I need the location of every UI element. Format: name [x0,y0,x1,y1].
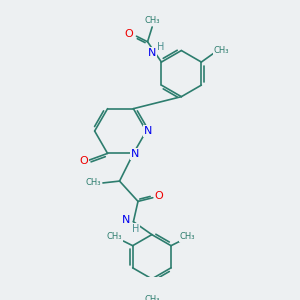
Text: CH₃: CH₃ [180,232,195,241]
Text: CH₃: CH₃ [144,295,160,300]
Text: H: H [131,224,139,234]
Text: CH₃: CH₃ [214,46,230,56]
Text: CH₃: CH₃ [86,178,101,188]
Text: N: N [144,126,152,136]
Text: CH₃: CH₃ [144,16,160,25]
Text: O: O [155,191,164,201]
Text: N: N [131,149,140,159]
Text: N: N [122,215,130,225]
Text: CH₃: CH₃ [106,232,122,241]
Text: H: H [157,42,164,52]
Text: O: O [79,156,88,166]
Text: O: O [125,29,134,39]
Text: N: N [148,48,156,58]
